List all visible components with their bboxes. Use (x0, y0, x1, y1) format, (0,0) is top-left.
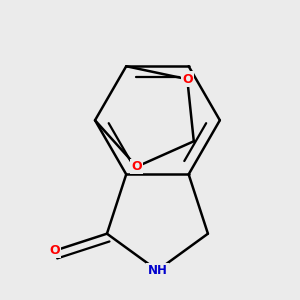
Text: O: O (131, 160, 142, 173)
Text: O: O (182, 73, 193, 86)
Text: NH: NH (148, 264, 167, 277)
Text: O: O (50, 244, 60, 257)
